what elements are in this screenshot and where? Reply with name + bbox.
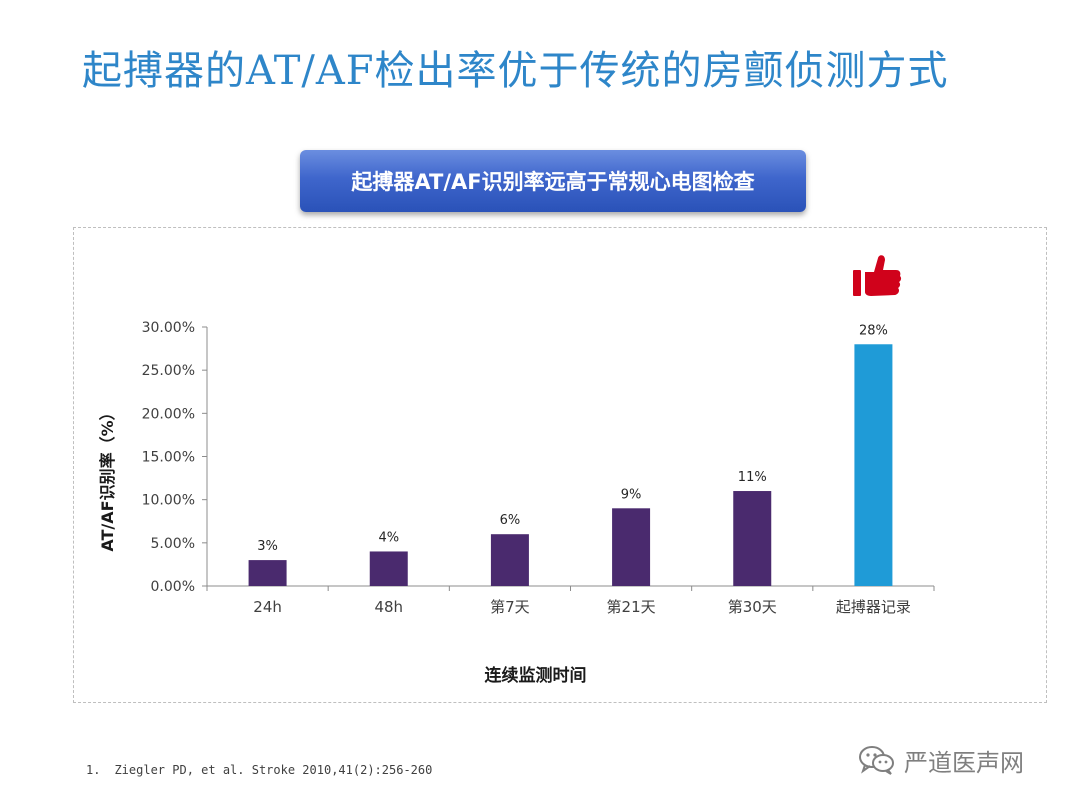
footnote-reference: Ziegler PD, et al. Stroke 2010,41(2):256…	[114, 763, 433, 777]
wechat-icon	[859, 746, 894, 775]
slide-title: 起搏器的AT/AF检出率优于传统的房颤侦测方式	[82, 48, 949, 94]
footnote-number: 1.	[86, 763, 101, 777]
y-tick-label: 25.00%	[142, 363, 195, 379]
banner: 起搏器AT/AF识别率远高于常规心电图检查	[300, 150, 806, 212]
bar-data-label: 28%	[859, 323, 888, 338]
y-tick-label: 30.00%	[142, 320, 195, 336]
bar	[854, 344, 893, 586]
x-tick-label: 第7天	[490, 598, 530, 616]
y-tick-label: 5.00%	[151, 536, 195, 552]
bar-data-label: 3%	[257, 539, 278, 554]
y-tick-label: 10.00%	[142, 493, 195, 509]
thumbs-up-cuff	[853, 270, 861, 296]
y-axis-title: AT/AF识别率（%）	[98, 404, 117, 551]
x-tick-label: 48h	[374, 598, 403, 616]
thumbs-up-icon	[853, 255, 902, 296]
bar-data-label: 9%	[621, 487, 642, 502]
bar-data-label: 11%	[738, 470, 767, 485]
watermark: 严道医声网	[858, 742, 1024, 778]
bar-data-label: 6%	[500, 513, 521, 528]
y-tick-label: 15.00%	[142, 450, 195, 466]
x-tick-label: 起搏器记录	[836, 598, 911, 616]
chart-frame	[73, 227, 1047, 703]
bar	[612, 508, 651, 586]
watermark-text: 严道医声网	[904, 748, 1024, 777]
y-tick-label: 20.00%	[142, 406, 195, 422]
thumbs-up-hand	[865, 255, 902, 296]
x-axis-title: 连续监测时间	[485, 665, 587, 686]
banner-text: 起搏器AT/AF识别率远高于常规心电图检查	[351, 170, 755, 194]
bar	[369, 551, 408, 586]
x-tick-label: 24h	[253, 598, 282, 616]
footnote: 1. Ziegler PD, et al. Stroke 2010,41(2):2…	[86, 763, 432, 777]
y-tick-label: 0.00%	[151, 579, 195, 595]
bar	[248, 560, 287, 586]
bar	[490, 534, 529, 586]
x-tick-label: 第21天	[607, 598, 656, 616]
x-tick-label: 第30天	[728, 598, 777, 616]
bar	[733, 491, 772, 586]
bar-data-label: 4%	[378, 530, 399, 545]
